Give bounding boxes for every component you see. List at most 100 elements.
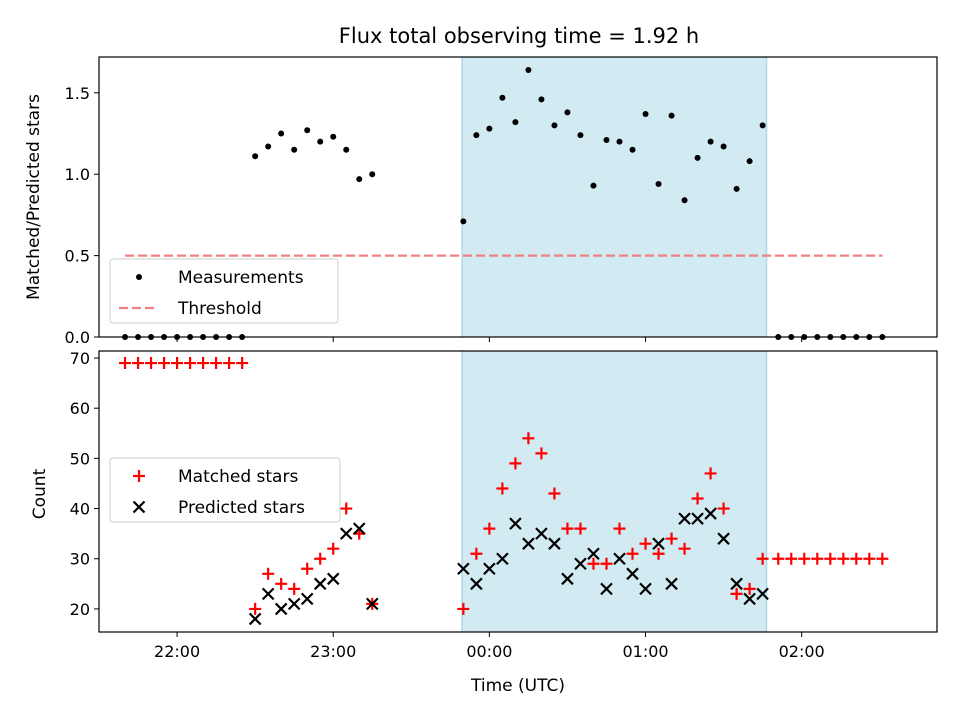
matched-point: [119, 357, 132, 370]
predicted-point: [274, 602, 288, 616]
matched-point: [717, 502, 730, 515]
matched-point: [665, 532, 678, 545]
predicted-point: [587, 547, 600, 560]
bottom-y-axis-label: Count: [30, 468, 50, 519]
matched-point: [249, 602, 262, 615]
measurement-point: [616, 138, 623, 145]
matched-point: [223, 357, 236, 370]
measurement-point: [486, 125, 493, 132]
predicted-point: [639, 582, 652, 596]
matched-point: [340, 502, 353, 515]
legend-box: [109, 457, 341, 523]
x-tick-label: 00:00: [466, 642, 512, 661]
matched-point: [470, 547, 483, 560]
predicted-point: [600, 582, 613, 596]
predicted-point: [300, 592, 314, 606]
measurement-point: [343, 146, 350, 153]
matched-point: [561, 522, 574, 535]
measurement-point: [642, 110, 649, 117]
y-tick-label: 40: [70, 500, 90, 519]
matched-point: [837, 552, 850, 565]
measurement-point: [629, 146, 636, 153]
matched-point: [587, 557, 600, 570]
y-tick-label: 70: [70, 349, 90, 368]
x-axis-label: Time (UTC): [470, 676, 565, 696]
y-tick-label: 20: [70, 600, 90, 619]
matched-point: [457, 602, 470, 615]
predicted-point: [470, 577, 483, 591]
measurement-point: [499, 94, 506, 101]
series-dot: [122, 67, 886, 340]
measurement-point: [538, 96, 545, 103]
measurement-point: [655, 180, 662, 187]
predicted-point: [626, 567, 639, 581]
matched-point: [171, 357, 184, 370]
matched-point: [730, 587, 743, 600]
matched-point: [756, 552, 769, 565]
matched-point: [548, 487, 561, 500]
predicted-point: [704, 507, 717, 520]
measurement-point: [590, 182, 597, 189]
predicted-point: [326, 572, 340, 586]
matched-point: [483, 522, 496, 535]
matched-point: [236, 357, 249, 370]
series-plus: [119, 357, 889, 615]
predicted-point: [730, 577, 743, 591]
matched-point: [704, 467, 717, 480]
matched-point: [652, 547, 665, 560]
y-tick-label: 0.0: [65, 328, 90, 347]
measurement-point: [304, 127, 311, 134]
measurement-point: [460, 218, 467, 225]
predicted-point: [365, 597, 379, 611]
matched-point: [626, 547, 639, 560]
x-tick-label: 23:00: [310, 642, 356, 661]
top-y-axis-label: Matched/Predicted stars: [24, 94, 44, 300]
matched-point: [811, 552, 824, 565]
matched-point: [314, 552, 327, 565]
measurement-point: [252, 153, 259, 160]
matched-point: [288, 582, 301, 595]
legend-matched-icon: [133, 470, 145, 482]
bottom-panel: 20 30 40 50 60 70 22:00 23:00 00:00 01:00 02:00 Mat…: [70, 349, 938, 661]
y-tick-label: 1.0: [65, 165, 90, 184]
legend-predicted-icon: [132, 500, 146, 514]
predicted-point: [483, 562, 496, 576]
matched-point: [613, 522, 626, 535]
predicted-point: [261, 587, 275, 601]
legend-label: Predicted stars: [178, 498, 305, 518]
matched-point: [639, 537, 652, 550]
predicted-point: [561, 572, 574, 586]
legend-box: [109, 258, 339, 324]
measurement-point: [707, 138, 714, 145]
matched-point: [863, 552, 876, 565]
measurement-point: [577, 132, 584, 139]
measurement-point: [265, 143, 272, 150]
matched-point: [210, 357, 223, 370]
matched-point: [197, 357, 210, 370]
legend-measurement-icon: [136, 274, 142, 280]
legend-label: Matched stars: [178, 467, 298, 487]
predicted-point: [287, 597, 301, 611]
measurement-point: [330, 133, 337, 140]
matched-point: [301, 562, 314, 575]
matched-point: [275, 577, 288, 590]
measurement-point: [291, 146, 298, 153]
predicted-point: [509, 517, 522, 530]
measurement-point: [564, 109, 571, 116]
predicted-point: [613, 552, 626, 566]
matched-point: [262, 567, 275, 580]
legend-label: Measurements: [178, 268, 304, 288]
x-tick-label: 22:00: [154, 642, 200, 661]
measurement-point: [746, 158, 753, 165]
predicted-point: [756, 587, 769, 601]
shaded-region: [462, 351, 767, 632]
predicted-point: [496, 552, 509, 566]
matched-point: [158, 357, 171, 370]
y-tick-label: 50: [70, 449, 90, 468]
predicted-point: [743, 592, 756, 606]
top-panel: 0.0 0.5 1.0 1.5 Measurements Threshold: [65, 56, 938, 347]
matched-point: [850, 552, 863, 565]
matched-point: [184, 357, 197, 370]
shaded-region: [462, 57, 767, 337]
